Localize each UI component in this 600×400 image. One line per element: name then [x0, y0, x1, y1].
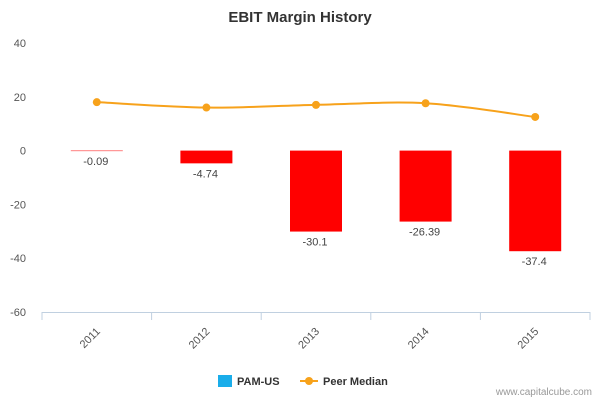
bar-data-label: -37.4 [522, 256, 547, 268]
x-tick-label: 2015 [516, 326, 542, 352]
peer-median-point[interactable] [531, 112, 540, 121]
peer-median-point[interactable] [92, 98, 101, 107]
data-labels: -0.09 -4.74 -30.1 -26.39 -37.4 [83, 156, 546, 268]
x-tick-label: 2013 [296, 326, 322, 352]
legend-item-pam-us[interactable]: PAM-US [218, 375, 280, 388]
credit-text[interactable]: www.capitalcube.com [495, 387, 592, 398]
x-tick-label: 2014 [406, 326, 432, 352]
bar-series [70, 150, 562, 252]
bar-data-label: -4.74 [193, 168, 218, 180]
line-series [92, 98, 540, 121]
y-tick-label: -40 [10, 253, 26, 265]
chart-title: EBIT Margin History [228, 9, 372, 26]
bar[interactable] [399, 150, 452, 222]
legend-swatch [218, 375, 232, 387]
peer-median-point[interactable] [312, 100, 320, 109]
x-tick-label: 2011 [78, 326, 103, 351]
bar[interactable] [180, 150, 233, 164]
bar-data-label: -0.09 [83, 156, 108, 168]
legend[interactable]: PAM-US Peer Median [218, 375, 388, 388]
peer-median-point[interactable] [202, 103, 211, 112]
legend-marker [305, 377, 313, 385]
y-tick-label: 0 [20, 146, 26, 158]
bar-data-label: -30.1 [302, 237, 327, 249]
legend-item-peer-median[interactable]: Peer Median [300, 376, 388, 388]
bar-data-label: -26.39 [409, 227, 440, 239]
y-tick-label: 20 [14, 92, 26, 104]
bar[interactable] [509, 150, 562, 252]
legend-label: Peer Median [323, 376, 388, 388]
y-tick-label: -20 [10, 199, 26, 211]
y-tick-label: 40 [14, 38, 26, 50]
bar[interactable] [70, 150, 123, 152]
peer-median-point[interactable] [421, 99, 430, 108]
x-tick-label: 2012 [187, 326, 213, 352]
y-tick-label: -60 [10, 307, 26, 319]
bar[interactable] [290, 150, 342, 232]
legend-label: PAM-US [237, 376, 280, 388]
